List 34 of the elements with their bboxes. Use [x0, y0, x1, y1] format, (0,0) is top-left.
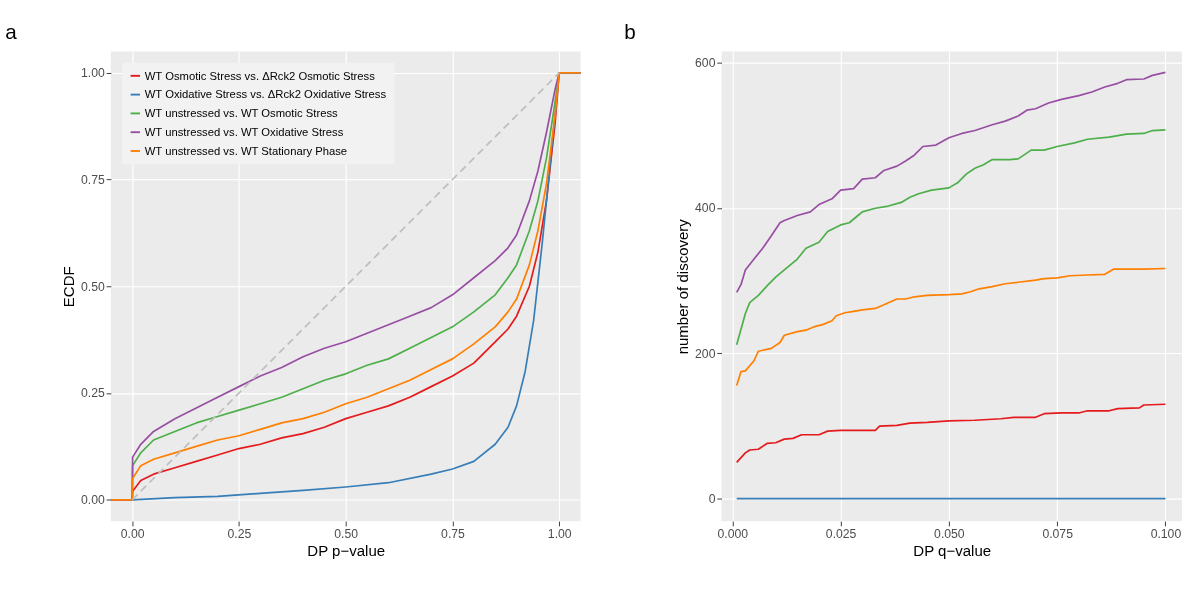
- legend-label: WT unstressed vs. WT Osmotic Stress: [144, 107, 339, 120]
- x-tick-label: 0.075: [1042, 526, 1074, 541]
- y-tick-label: 0.00: [80, 493, 105, 508]
- line-series: [735, 128, 1167, 346]
- x-tick-label: 0.00: [120, 526, 145, 541]
- y-tick-label: 400: [695, 201, 716, 216]
- x-tick-label: 0.000: [717, 526, 749, 541]
- x-tick-label: 0.050: [934, 526, 965, 541]
- line-series: [735, 267, 1167, 387]
- y-tick-label: 0: [708, 491, 716, 506]
- y-axis-title: ECDF: [60, 266, 78, 308]
- y-tick-label: 0.75: [80, 172, 105, 187]
- x-tick-label: 0.50: [334, 526, 359, 541]
- chart-title: b: [624, 20, 636, 44]
- x-tick-label: 0.25: [227, 526, 252, 541]
- legend-label: WT unstressed vs. WT Stationary Phase: [144, 144, 348, 157]
- y-tick-label: 1.00: [80, 65, 105, 80]
- y-tick-label: 0.50: [80, 279, 105, 294]
- x-axis-title: DP p−value: [307, 542, 386, 560]
- x-tick-label: 0.75: [441, 526, 466, 541]
- x-tick-label: 0.025: [825, 526, 857, 541]
- y-tick-label: 200: [695, 346, 716, 361]
- line-series: [735, 71, 1167, 294]
- legend-label: WT Osmotic Stress vs. ΔRck2 Osmotic Stress: [144, 69, 376, 82]
- y-axis-title: number of discovery: [674, 218, 692, 355]
- x-tick-label: 0.100: [1150, 526, 1182, 541]
- x-axis-title: DP q−value: [913, 542, 992, 560]
- legend-label: WT Oxidative Stress vs. ΔRck2 Oxidative Stress: [144, 88, 387, 101]
- y-tick-label: 600: [695, 56, 716, 71]
- chart-title: a: [5, 20, 18, 44]
- line-series: [735, 403, 1167, 464]
- legend-label: WT unstressed vs. WT Oxidative Stress: [144, 125, 344, 138]
- x-tick-label: 1.00: [547, 526, 572, 541]
- y-tick-label: 0.25: [80, 386, 105, 401]
